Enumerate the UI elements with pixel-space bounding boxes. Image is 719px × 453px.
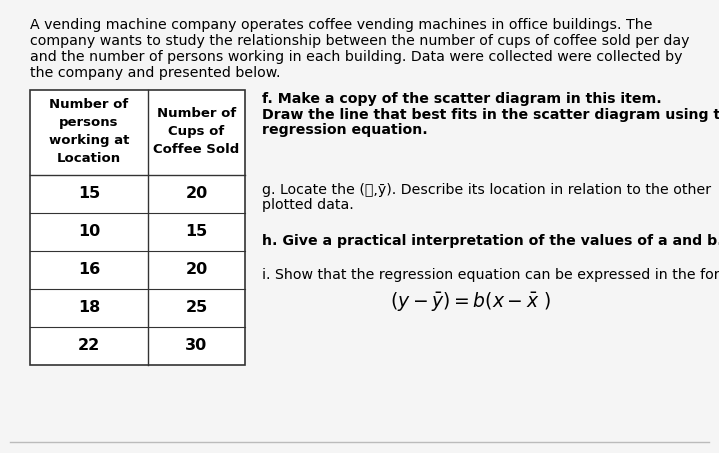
Text: h. Give a practical interpretation of the values of a and b.: h. Give a practical interpretation of th… — [262, 233, 719, 247]
Bar — [30, 90, 245, 365]
Text: and the number of persons working in each building. Data were collected were col: and the number of persons working in eac… — [30, 50, 682, 64]
Text: Location: Location — [57, 152, 121, 165]
Text: g. Locate the (ᶋ,ȳ). Describe its location in relation to the other: g. Locate the (ᶋ,ȳ). Describe its locati… — [262, 183, 711, 197]
Text: working at: working at — [49, 134, 129, 147]
Text: Number of: Number of — [50, 98, 129, 111]
Text: 20: 20 — [186, 262, 208, 278]
Text: 30: 30 — [186, 338, 208, 353]
Text: plotted data.: plotted data. — [262, 198, 354, 212]
Text: Number of: Number of — [157, 107, 236, 120]
Text: 15: 15 — [78, 187, 100, 202]
Text: i. Show that the regression equation can be expressed in the form:: i. Show that the regression equation can… — [262, 269, 719, 283]
Text: 25: 25 — [186, 300, 208, 315]
Text: persons: persons — [59, 116, 119, 129]
Text: 10: 10 — [78, 225, 100, 240]
Text: regression equation.: regression equation. — [262, 123, 428, 137]
Text: company wants to study the relationship between the number of cups of coffee sol: company wants to study the relationship … — [30, 34, 690, 48]
Text: the company and presented below.: the company and presented below. — [30, 66, 280, 80]
Text: f. Make a copy of the scatter diagram in this item.: f. Make a copy of the scatter diagram in… — [262, 92, 661, 106]
Text: Cups of: Cups of — [168, 125, 224, 138]
Text: 16: 16 — [78, 262, 100, 278]
Text: Draw the line that best fits in the scatter diagram using the: Draw the line that best fits in the scat… — [262, 107, 719, 121]
Text: A vending machine company operates coffee vending machines in office buildings. : A vending machine company operates coffe… — [30, 18, 653, 32]
Text: $(y - \bar{y}) = b(x - \bar{x}\ )$: $(y - \bar{y}) = b(x - \bar{x}\ )$ — [390, 290, 551, 313]
Text: 18: 18 — [78, 300, 100, 315]
Text: 22: 22 — [78, 338, 100, 353]
Text: 20: 20 — [186, 187, 208, 202]
Text: Coffee Sold: Coffee Sold — [153, 143, 239, 156]
Text: 15: 15 — [186, 225, 208, 240]
